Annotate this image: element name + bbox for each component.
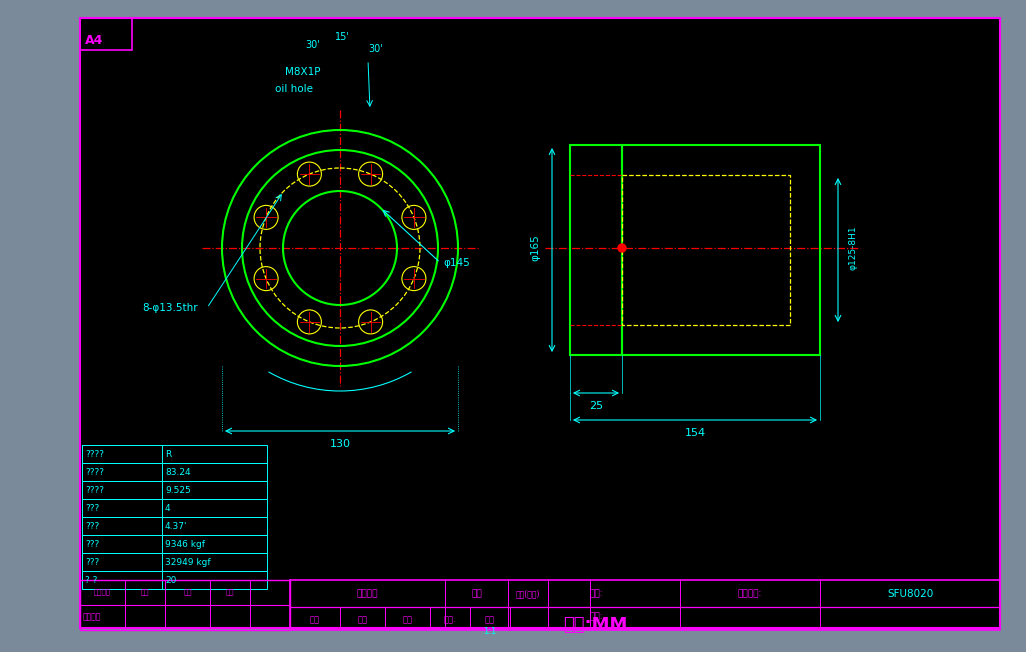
Bar bbox=[82, 535, 267, 553]
Text: ????: ???? bbox=[85, 486, 104, 496]
Text: 处数: 处数 bbox=[141, 589, 149, 595]
Bar bbox=[622, 175, 790, 325]
Text: 客户确认: 客户确认 bbox=[83, 612, 102, 621]
Bar bbox=[82, 571, 162, 589]
Bar bbox=[82, 553, 267, 571]
Text: SFU8020: SFU8020 bbox=[886, 589, 933, 599]
Bar bbox=[82, 463, 162, 481]
Bar bbox=[82, 499, 267, 517]
Bar bbox=[80, 580, 290, 630]
Bar bbox=[82, 499, 162, 517]
Text: 视角.: 视角. bbox=[443, 615, 457, 625]
Text: 30': 30' bbox=[368, 44, 383, 54]
Text: 4.37': 4.37' bbox=[165, 522, 188, 531]
Text: 154: 154 bbox=[684, 428, 706, 438]
Bar bbox=[80, 18, 1000, 628]
Text: 客户名称: 客户名称 bbox=[357, 589, 379, 599]
Text: 9.525: 9.525 bbox=[165, 486, 191, 496]
Text: ???: ??? bbox=[85, 558, 100, 567]
Bar bbox=[622, 145, 820, 355]
Text: ???: ??? bbox=[85, 541, 100, 550]
Text: 15': 15' bbox=[336, 32, 350, 42]
Text: φ165: φ165 bbox=[530, 235, 540, 261]
Text: 材料:: 材料: bbox=[590, 612, 603, 621]
Text: 设计: 设计 bbox=[357, 615, 367, 625]
Text: 参考图号:: 参考图号: bbox=[738, 589, 762, 599]
Circle shape bbox=[618, 244, 626, 252]
Text: A4: A4 bbox=[85, 33, 104, 46]
Text: 20: 20 bbox=[165, 576, 176, 585]
Bar bbox=[82, 517, 162, 535]
Text: 32949 kgf: 32949 kgf bbox=[165, 558, 210, 567]
Text: 4: 4 bbox=[165, 505, 170, 513]
Bar bbox=[82, 571, 267, 589]
Bar bbox=[82, 463, 267, 481]
Text: ????: ???? bbox=[85, 468, 104, 477]
Text: ????: ???? bbox=[85, 451, 104, 460]
Bar bbox=[82, 553, 162, 571]
Text: 数量(单台): 数量(单台) bbox=[516, 589, 541, 599]
Text: oil hole: oil hole bbox=[275, 84, 313, 94]
Text: φ125-8H1: φ125-8H1 bbox=[849, 226, 857, 271]
Text: 单位:MM: 单位:MM bbox=[563, 616, 627, 634]
Text: 9346 kgf: 9346 kgf bbox=[165, 541, 205, 550]
Text: 签名: 签名 bbox=[226, 589, 234, 595]
Text: R: R bbox=[165, 451, 171, 460]
Text: 130: 130 bbox=[329, 439, 351, 449]
Text: 8-φ13.5thr: 8-φ13.5thr bbox=[142, 303, 198, 313]
Bar bbox=[570, 145, 622, 355]
Text: 25: 25 bbox=[589, 401, 603, 411]
Text: 1:1: 1:1 bbox=[483, 627, 497, 636]
Text: M8X1P: M8X1P bbox=[285, 67, 320, 77]
Bar bbox=[82, 445, 267, 463]
Text: 日期: 日期 bbox=[471, 589, 482, 599]
Bar bbox=[82, 517, 267, 535]
Text: 比例: 比例 bbox=[485, 615, 495, 625]
Bar bbox=[80, 18, 132, 50]
Text: 日期: 日期 bbox=[184, 589, 192, 595]
Text: 审核: 审核 bbox=[402, 615, 412, 625]
Bar bbox=[82, 481, 267, 499]
Bar bbox=[82, 445, 162, 463]
Text: φ145: φ145 bbox=[443, 258, 470, 268]
Bar bbox=[80, 18, 1000, 628]
Text: ???: ??? bbox=[85, 522, 100, 531]
Text: 绘图: 绘图 bbox=[310, 615, 320, 625]
Bar bbox=[82, 535, 162, 553]
Text: 更改标记: 更改标记 bbox=[94, 589, 111, 595]
Bar bbox=[290, 580, 1000, 630]
Text: 30': 30' bbox=[305, 40, 320, 50]
Text: 83.24: 83.24 bbox=[165, 468, 191, 477]
Text: ? ?: ? ? bbox=[85, 576, 97, 585]
Text: 型号:: 型号: bbox=[590, 589, 603, 599]
Bar bbox=[82, 481, 162, 499]
Text: ???: ??? bbox=[85, 505, 100, 513]
